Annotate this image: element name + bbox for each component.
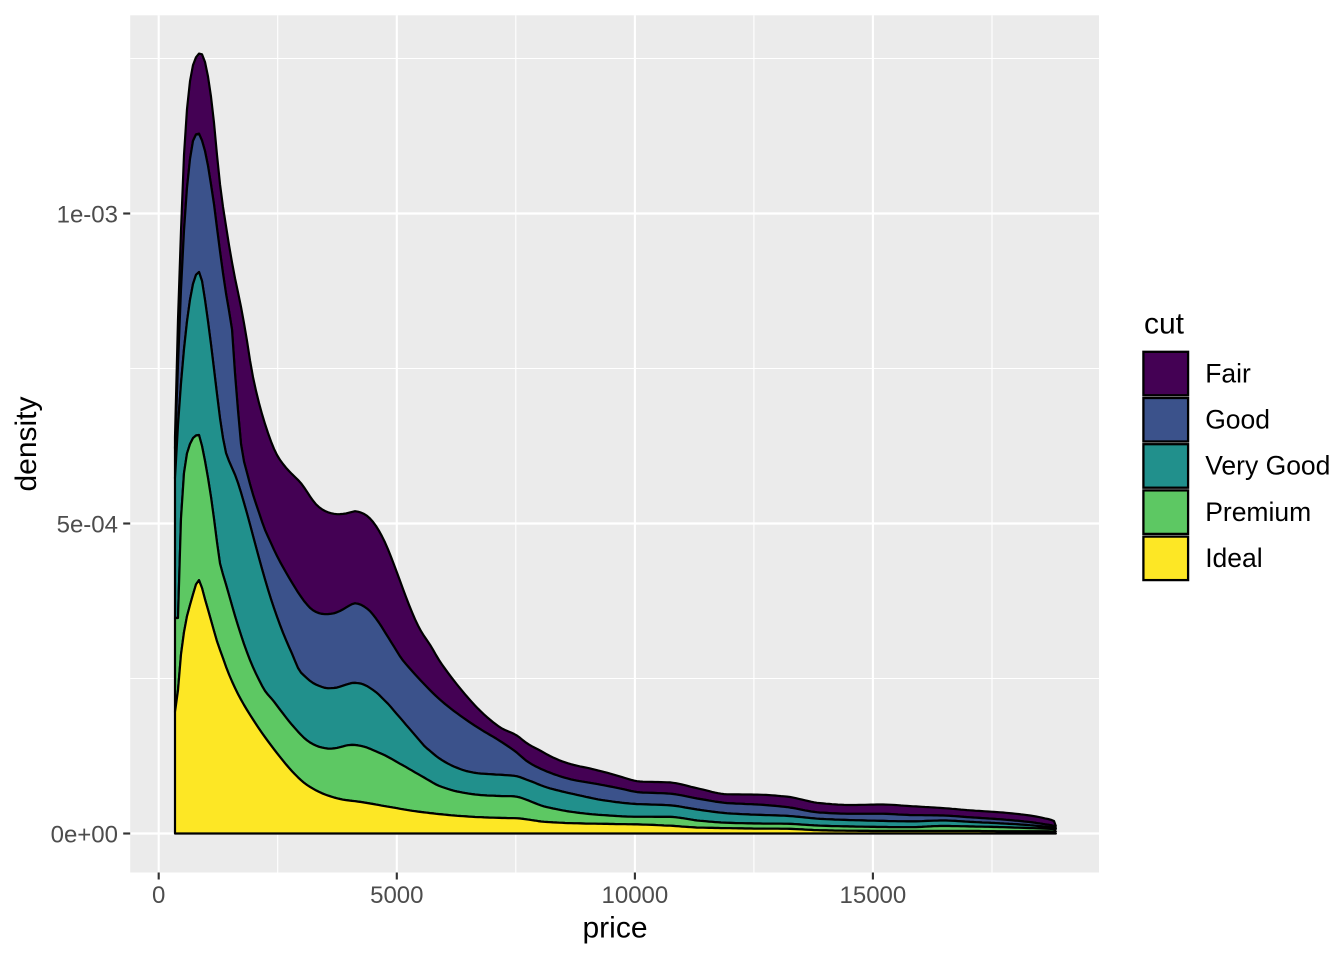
- svg-text:density: density: [10, 396, 43, 491]
- svg-text:cut: cut: [1144, 308, 1185, 341]
- svg-text:5e-04: 5e-04: [57, 511, 118, 538]
- svg-text:0e+00: 0e+00: [51, 821, 118, 848]
- svg-text:0: 0: [152, 882, 165, 909]
- svg-text:price: price: [582, 912, 647, 945]
- svg-text:1e-03: 1e-03: [57, 201, 118, 228]
- svg-text:Very Good: Very Good: [1205, 451, 1330, 481]
- svg-text:5000: 5000: [370, 882, 423, 909]
- svg-text:15000: 15000: [840, 882, 907, 909]
- svg-text:Fair: Fair: [1205, 358, 1251, 388]
- svg-text:Premium: Premium: [1205, 497, 1311, 527]
- svg-text:Ideal: Ideal: [1205, 543, 1262, 573]
- svg-text:10000: 10000: [602, 882, 669, 909]
- svg-text:Good: Good: [1205, 405, 1270, 435]
